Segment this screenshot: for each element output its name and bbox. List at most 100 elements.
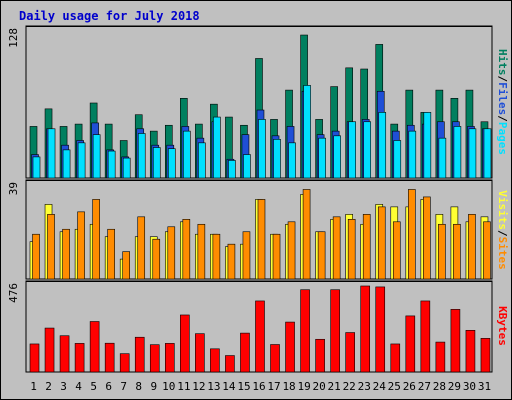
bar-kbytes-day-9 xyxy=(149,344,160,373)
day-label-20: 20 xyxy=(313,380,326,393)
day-label-24: 24 xyxy=(373,380,387,393)
bar-pages-day-10 xyxy=(167,148,176,179)
bar-kbytes-day-6 xyxy=(104,342,115,373)
side-label-visits-sites-visits: Visits xyxy=(496,190,509,230)
day-label-2: 2 xyxy=(45,380,52,393)
bar-kbytes-day-23 xyxy=(360,285,371,373)
day-label-19: 19 xyxy=(297,380,310,393)
bar-kbytes-day-5 xyxy=(89,321,100,373)
bar-sites-day-17 xyxy=(272,233,281,280)
bar-pages-day-13 xyxy=(213,116,221,179)
bar-sites-day-6 xyxy=(107,228,115,280)
day-label-23: 23 xyxy=(358,380,371,393)
side-label-kbytes: KBytes xyxy=(496,306,509,346)
day-label-7: 7 xyxy=(120,380,127,393)
bar-sites-day-20 xyxy=(317,231,326,280)
day-label-30: 30 xyxy=(463,380,476,393)
bar-sites-day-8 xyxy=(137,216,146,280)
bar-pages-day-19 xyxy=(303,85,311,179)
bar-kbytes-day-21 xyxy=(330,289,340,373)
bar-pages-day-23 xyxy=(363,121,372,179)
bar-kbytes-day-11 xyxy=(180,314,190,373)
day-label-27: 27 xyxy=(418,380,431,393)
bar-sites-day-11 xyxy=(182,219,191,280)
day-label-18: 18 xyxy=(282,380,295,393)
bar-pages-day-12 xyxy=(198,142,206,179)
bar-pages-day-9 xyxy=(152,147,161,179)
panel-3-ymax-label: 476 xyxy=(7,283,20,303)
day-label-31: 31 xyxy=(478,380,491,393)
bar-pages-day-16 xyxy=(258,119,266,179)
day-label-11: 11 xyxy=(177,380,190,393)
bar-pages-day-14 xyxy=(228,160,236,179)
side-label-visits-sites: Visits/Sites xyxy=(496,190,509,270)
bar-pages-day-7 xyxy=(122,157,131,179)
bar-sites-day-5 xyxy=(92,199,100,280)
bar-kbytes-day-2 xyxy=(44,327,55,373)
bar-kbytes-day-13 xyxy=(210,348,220,373)
day-label-13: 13 xyxy=(207,380,220,393)
bar-kbytes-day-15 xyxy=(240,332,250,373)
side-label-hits-files-pages-files: Files xyxy=(496,82,509,115)
bar-kbytes-day-18 xyxy=(285,321,295,373)
bar-pages-day-30 xyxy=(468,128,477,179)
bar-sites-day-13 xyxy=(212,233,221,280)
bar-sites-day-2 xyxy=(47,214,55,280)
bar-sites-day-28 xyxy=(438,223,446,280)
bar-pages-day-26 xyxy=(408,130,417,179)
bar-pages-day-17 xyxy=(273,139,281,179)
bar-pages-day-8 xyxy=(137,133,146,179)
bar-kbytes-day-24 xyxy=(375,286,386,373)
day-label-29: 29 xyxy=(448,380,461,393)
day-label-6: 6 xyxy=(105,380,112,393)
day-label-22: 22 xyxy=(343,380,356,393)
bar-pages-day-21 xyxy=(333,135,341,179)
bar-kbytes-day-3 xyxy=(59,335,70,373)
bar-kbytes-day-26 xyxy=(405,315,416,373)
day-label-12: 12 xyxy=(192,380,205,393)
bar-pages-day-2 xyxy=(47,128,56,179)
bar-kbytes-day-10 xyxy=(164,343,175,373)
day-label-9: 9 xyxy=(150,380,157,393)
day-label-5: 5 xyxy=(90,380,97,393)
bar-kbytes-day-12 xyxy=(195,333,205,373)
bar-pages-day-28 xyxy=(438,137,447,179)
bar-kbytes-day-25 xyxy=(390,343,401,373)
side-label-hits-files-pages-pages: Pages xyxy=(496,122,509,155)
bar-sites-day-29 xyxy=(453,223,461,280)
bar-kbytes-day-8 xyxy=(134,336,145,373)
day-label-16: 16 xyxy=(252,380,265,393)
bar-sites-day-27 xyxy=(423,196,431,280)
bar-pages-day-18 xyxy=(288,142,296,179)
bar-sites-day-21 xyxy=(332,216,341,280)
bar-kbytes-day-22 xyxy=(345,332,355,373)
bar-sites-day-1 xyxy=(32,233,40,280)
day-label-25: 25 xyxy=(388,380,401,393)
bar-kbytes-day-20 xyxy=(315,338,325,373)
bar-sites-day-19 xyxy=(302,189,311,280)
bar-sites-day-22 xyxy=(347,219,356,280)
bar-pages-day-27 xyxy=(423,112,432,179)
panel-1-ymax-label: 128 xyxy=(7,28,20,48)
bar-kbytes-day-7 xyxy=(119,353,130,373)
bar-pages-day-22 xyxy=(348,121,356,179)
chart-title: Daily usage for July 2018 xyxy=(19,9,200,23)
day-label-4: 4 xyxy=(75,380,82,393)
bar-sites-day-18 xyxy=(287,221,296,280)
bar-pages-day-5 xyxy=(92,134,101,179)
side-label-hits-files-pages: Hits/Files/Pages xyxy=(496,49,509,155)
bar-pages-day-15 xyxy=(243,154,251,179)
bar-sites-day-31 xyxy=(483,221,491,280)
bar-sites-day-26 xyxy=(408,189,416,280)
bar-pages-day-6 xyxy=(107,150,116,179)
bar-sites-day-16 xyxy=(257,199,266,280)
day-label-21: 21 xyxy=(328,380,341,393)
bar-pages-day-29 xyxy=(453,126,462,179)
bar-kbytes-day-31 xyxy=(480,338,491,373)
bar-kbytes-day-17 xyxy=(270,344,280,373)
bar-pages-day-3 xyxy=(62,149,71,179)
side-label-visits-sites-sites: Sites xyxy=(496,237,509,270)
bar-pages-day-4 xyxy=(77,142,86,179)
side-label-hits-files-pages-hits: Hits xyxy=(496,49,509,76)
